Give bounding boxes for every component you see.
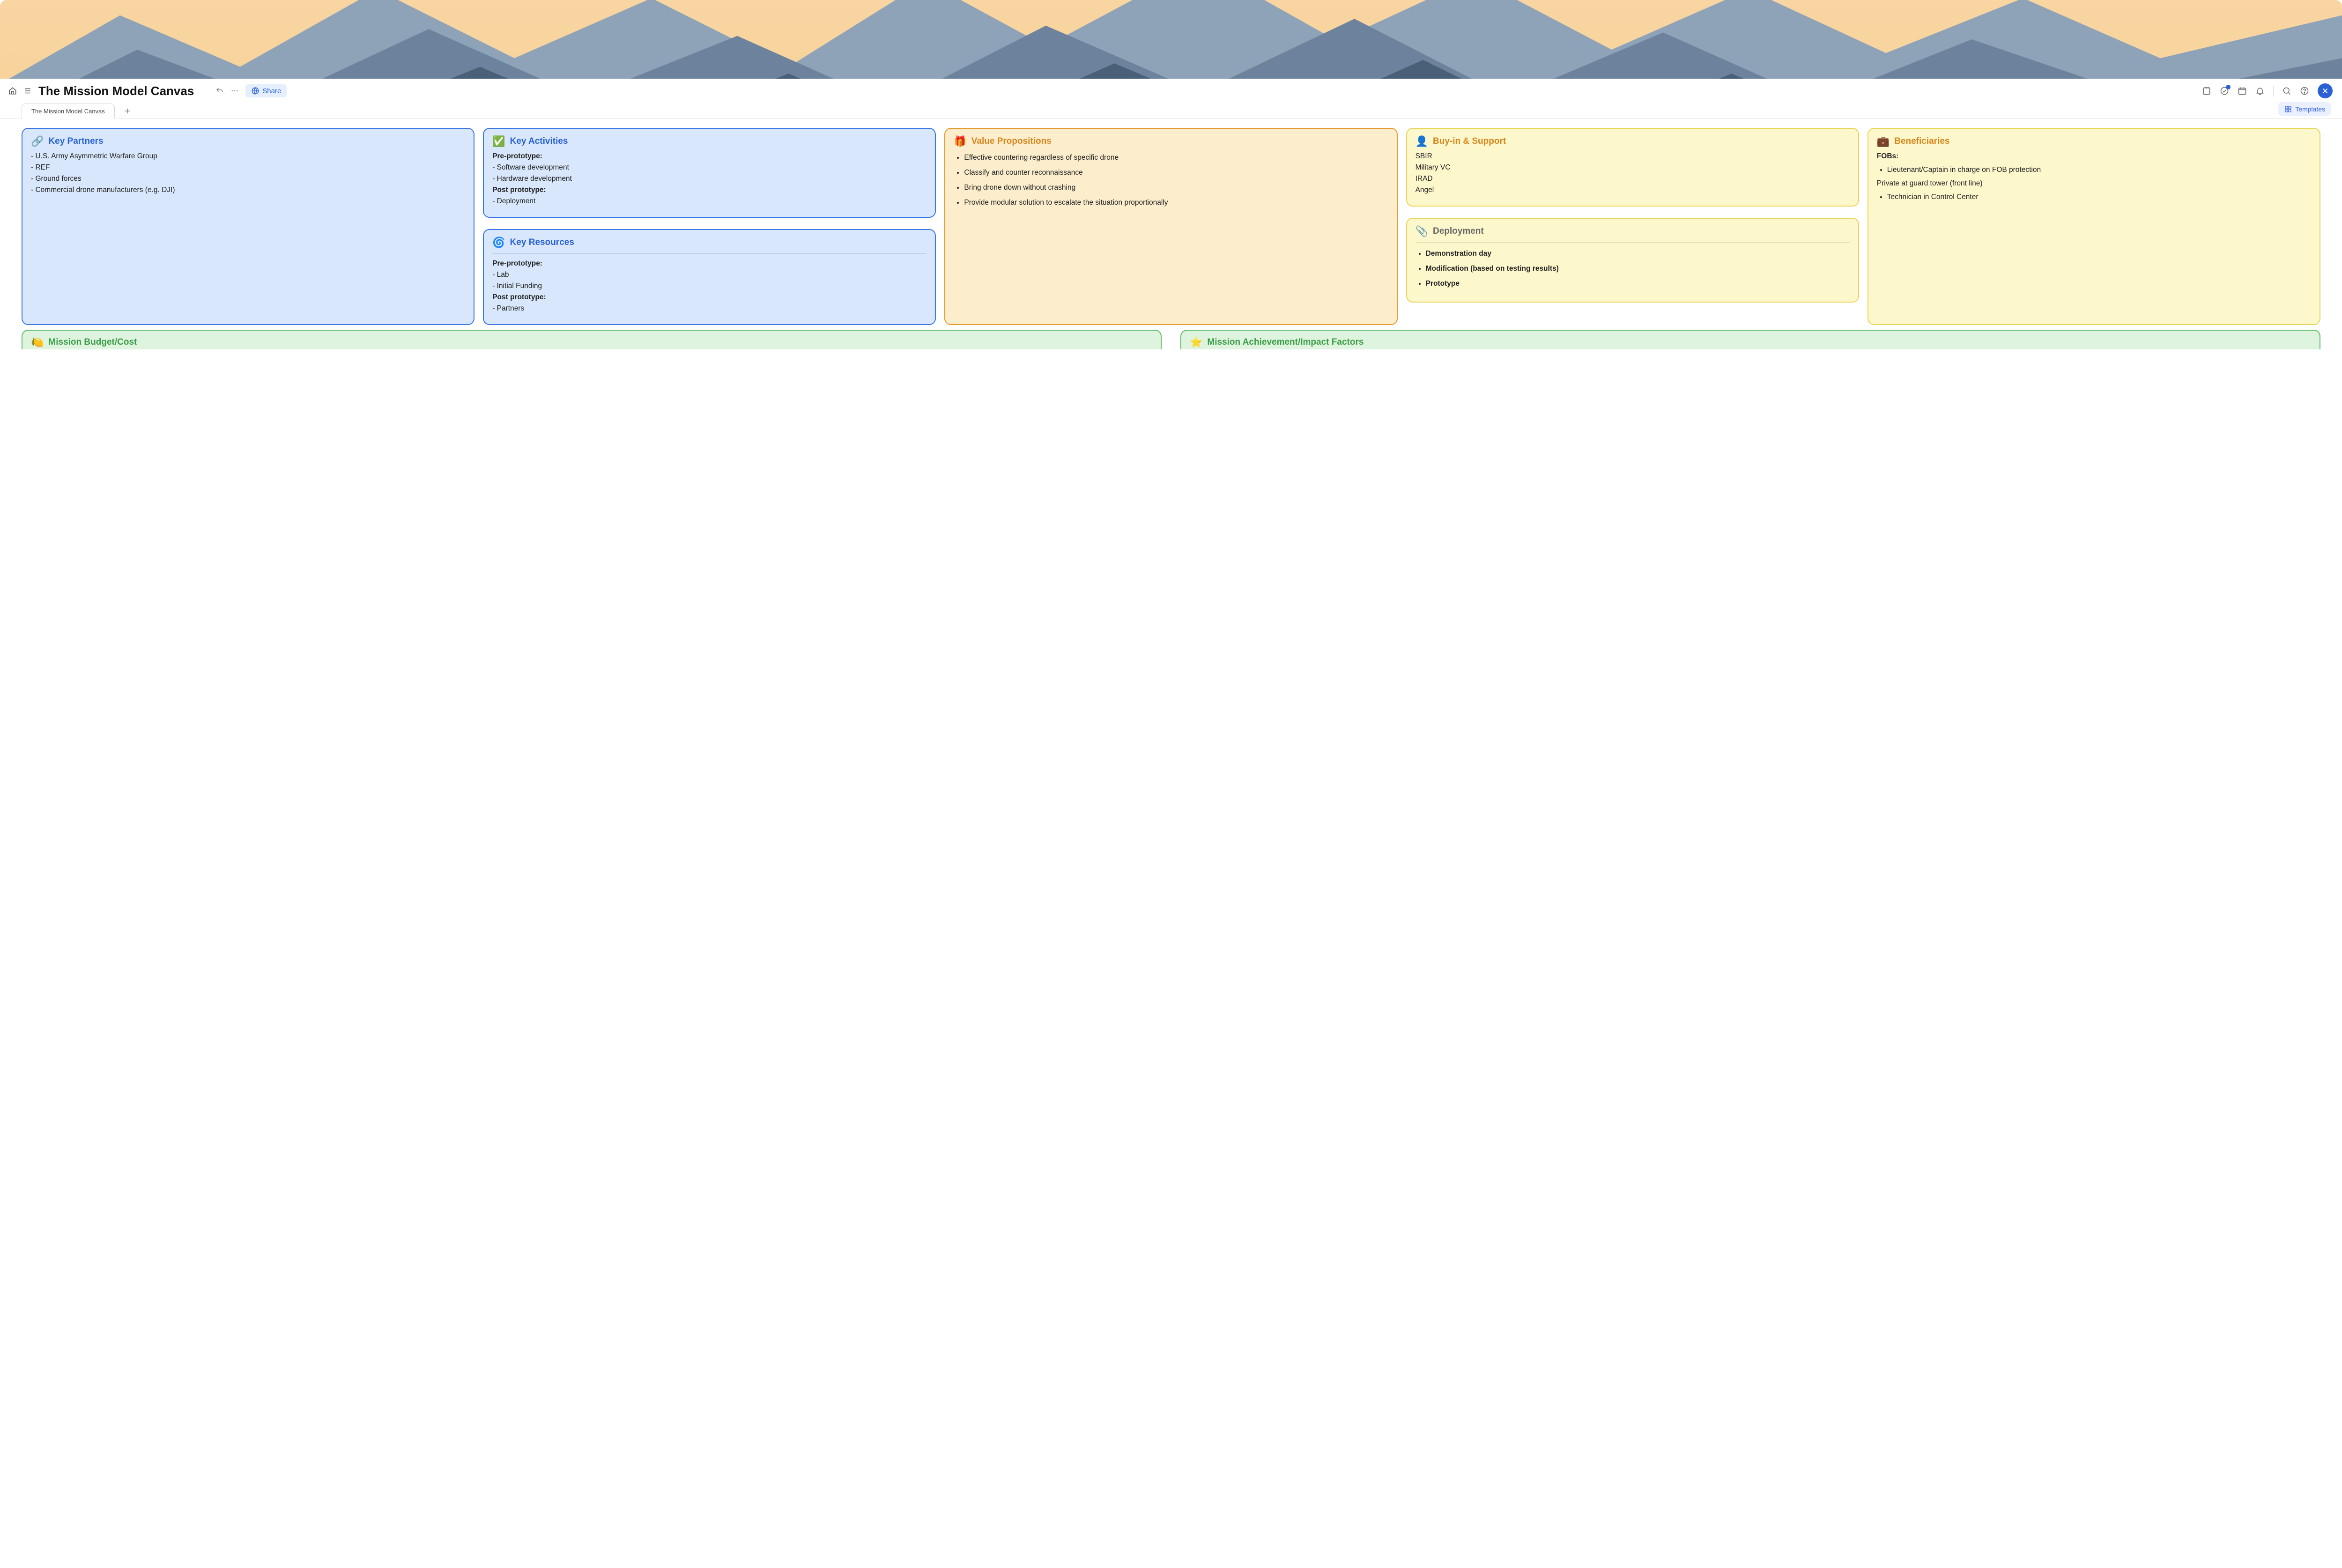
search-icon[interactable] [2282, 86, 2291, 96]
section-label: Pre-prototype: [492, 259, 926, 268]
calendar-icon[interactable] [2238, 86, 2247, 96]
list-item: - Initial Funding [492, 282, 926, 290]
list-item: - U.S. Army Asymmetric Warfare Group [31, 152, 465, 161]
list-item: Provide modular solution to escalate the… [964, 197, 1388, 208]
list-item: Demonstration day [1426, 248, 1850, 259]
list-item: IRAD [1416, 175, 1850, 183]
bell-icon[interactable] [2255, 86, 2265, 96]
list-item: Private at guard tower (front line) [1877, 179, 2311, 188]
menu-icon[interactable] [23, 87, 32, 95]
card-title: Buy-in & Support [1433, 136, 1506, 147]
list-item: Classify and counter reconnaissance [964, 167, 1388, 178]
tasks-icon[interactable] [2220, 86, 2229, 96]
person-icon: 👤 [1416, 136, 1428, 147]
card-title: Key Resources [510, 237, 574, 248]
card-title: Mission Budget/Cost [48, 337, 137, 348]
tab-mission-model-canvas[interactable]: The Mission Model Canvas [22, 104, 115, 118]
gift-icon: 🎁 [954, 136, 966, 147]
list-item: Angel [1416, 186, 1850, 194]
avatar[interactable] [2318, 83, 2333, 98]
canvas-bottom-row: 🍋 Mission Budget/Cost ⭐ Mission Achievem… [0, 330, 2342, 349]
more-icon[interactable] [230, 87, 239, 95]
avatar-glyph-icon [2321, 87, 2329, 95]
card-title: Beneficiaries [1894, 136, 1949, 147]
cover-banner [0, 0, 2342, 79]
briefcase-icon: 💼 [1877, 136, 1890, 147]
page-title: The Mission Model Canvas [38, 84, 194, 98]
globe-icon [251, 87, 259, 95]
topbar: The Mission Model Canvas Share [0, 79, 2342, 103]
lemon-icon: 🍋 [31, 337, 44, 348]
list-item: - Software development [492, 163, 926, 172]
tabstrip: The Mission Model Canvas Templates [0, 103, 2342, 118]
list-item: Technician in Control Center [1887, 192, 2311, 203]
card-key-activities[interactable]: ✅ Key Activities Pre-prototype: - Softwa… [483, 128, 936, 218]
list-item: - Deployment [492, 197, 926, 206]
list-item: - REF [31, 163, 465, 172]
card-title: Deployment [1433, 226, 1484, 237]
list-item: Lieutenant/Captain in charge on FOB prot… [1887, 164, 2311, 176]
tab-label: The Mission Model Canvas [31, 108, 105, 115]
card-key-resources[interactable]: 🌀 Key Resources Pre-prototype: - Lab - I… [483, 229, 936, 325]
card-deployment[interactable]: 📎 Deployment Demonstration day Modificat… [1406, 218, 1859, 303]
card-title: Mission Achievement/Impact Factors [1207, 337, 1364, 348]
clip-icon: 📎 [1416, 226, 1428, 237]
list-item: Prototype [1426, 278, 1850, 289]
section-label: Pre-prototype: [492, 152, 926, 161]
list-item: - Hardware development [492, 175, 926, 183]
card-buyin-support[interactable]: 👤 Buy-in & Support SBIR Military VC IRAD… [1406, 128, 1859, 207]
templates-label: Templates [2295, 105, 2325, 113]
add-tab-button[interactable] [119, 104, 135, 118]
toolbar-controls: Share [215, 84, 287, 97]
templates-button[interactable]: Templates [2278, 102, 2331, 116]
link-icon: 🔗 [31, 136, 44, 147]
card-beneficiaries[interactable]: 💼 Beneficiaries FOBs: Lieutenant/Captain… [1868, 128, 2320, 325]
list-item: SBIR [1416, 152, 1850, 161]
section-label: Post prototype: [492, 293, 926, 302]
section-label: FOBs: [1877, 152, 2311, 161]
undo-icon[interactable] [215, 87, 224, 95]
notes-icon[interactable] [2202, 86, 2211, 96]
topbar-right [2202, 83, 2333, 98]
star-icon: ⭐ [1190, 337, 1202, 348]
share-button[interactable]: Share [245, 84, 287, 97]
section-label: Post prototype: [492, 186, 926, 194]
divider [2273, 86, 2274, 96]
list-item: - Commercial drone manufacturers (e.g. D… [31, 186, 465, 194]
card-title: Key Activities [510, 136, 568, 147]
list-item: Military VC [1416, 163, 1850, 172]
card-mission-impact[interactable]: ⭐ Mission Achievement/Impact Factors [1180, 330, 2320, 349]
card-title: Value Propositions [971, 136, 1052, 147]
list-item: Modification (based on testing results) [1426, 263, 1850, 274]
card-title: Key Partners [48, 136, 103, 147]
check-icon: ✅ [492, 136, 505, 147]
grid-icon [2284, 105, 2292, 113]
list-item: Bring drone down without crashing [964, 182, 1388, 193]
list-item: - Ground forces [31, 175, 465, 183]
home-icon[interactable] [8, 87, 17, 95]
canvas-grid: 🔗 Key Partners - U.S. Army Asymmetric Wa… [0, 118, 2342, 330]
list-item: Effective countering regardless of speci… [964, 152, 1388, 163]
list-item: - Partners [492, 304, 926, 313]
help-icon[interactable] [2300, 86, 2309, 96]
list-item: - Lab [492, 271, 926, 279]
card-value-propositions[interactable]: 🎁 Value Propositions Effective counterin… [944, 128, 1397, 325]
share-label: Share [262, 87, 281, 95]
notification-dot [2226, 85, 2231, 89]
card-key-partners[interactable]: 🔗 Key Partners - U.S. Army Asymmetric Wa… [22, 128, 474, 325]
card-mission-budget[interactable]: 🍋 Mission Budget/Cost [22, 330, 1162, 349]
spiral-icon: 🌀 [492, 237, 505, 248]
